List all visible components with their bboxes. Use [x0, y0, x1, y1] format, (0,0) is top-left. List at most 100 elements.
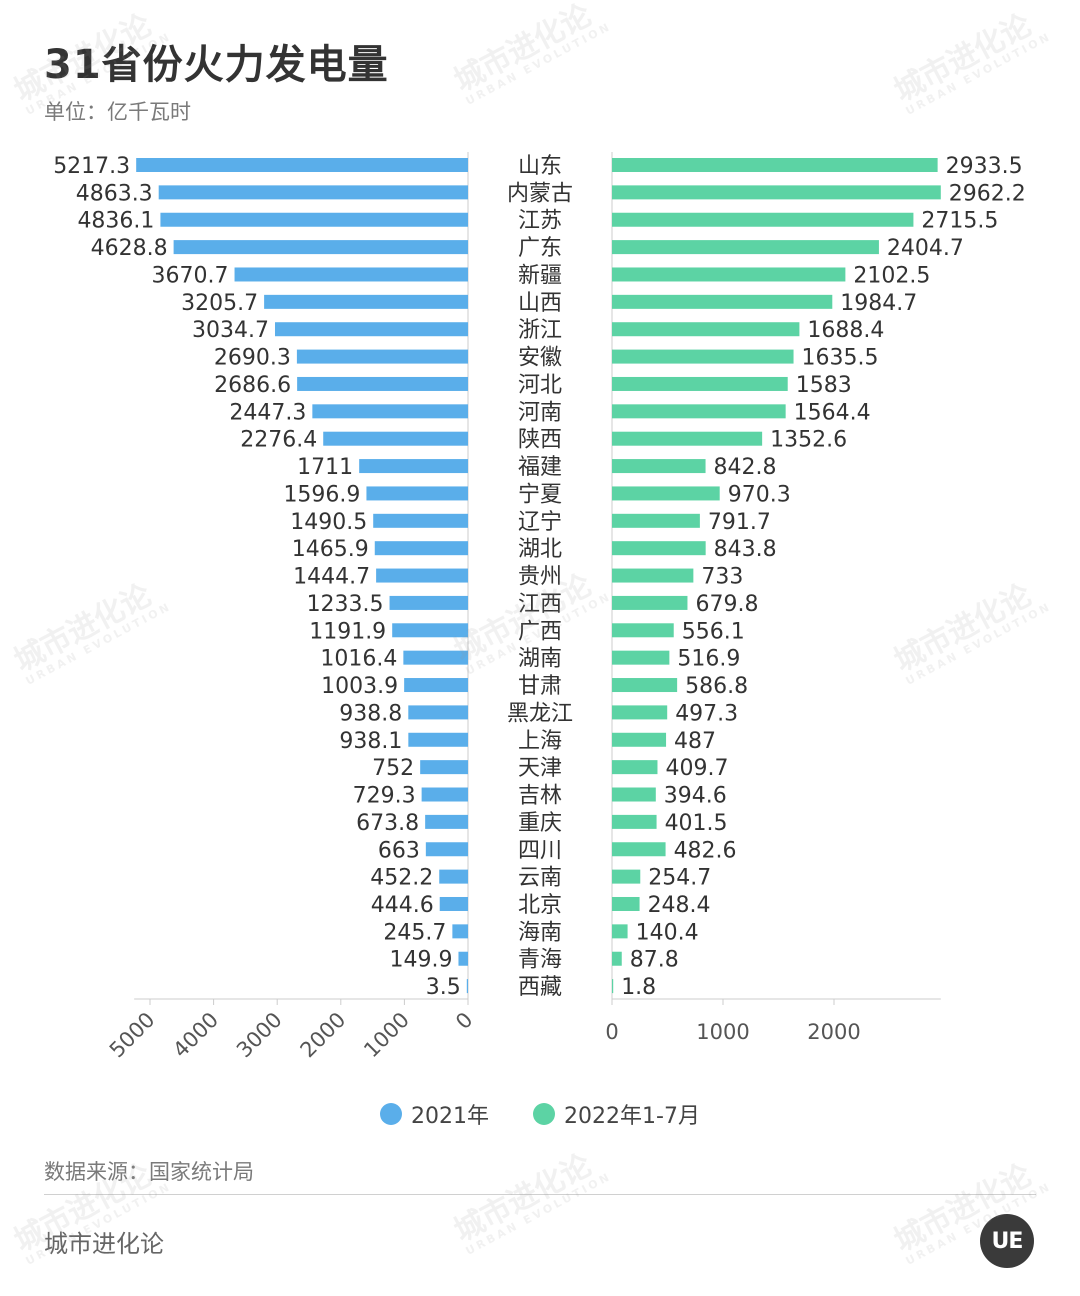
- category-label: 云南: [518, 866, 562, 891]
- data-label-2022: 401.5: [665, 811, 728, 836]
- data-label-2022: 1984.7: [840, 291, 917, 316]
- legend-item-2021[interactable]: 2021年: [380, 1098, 489, 1130]
- category-label: 陕西: [518, 428, 562, 453]
- category-label: 湖北: [518, 537, 562, 562]
- bar-2022: [612, 322, 800, 337]
- bar-2021: [439, 869, 468, 884]
- category-label: 重庆: [518, 811, 562, 836]
- left-axis-tick-label: 5000: [105, 1008, 160, 1063]
- data-label-2022: 843.8: [714, 537, 777, 562]
- bar-2022: [612, 623, 674, 638]
- data-label-2021: 752: [372, 756, 414, 781]
- category-label: 辽宁: [518, 510, 562, 535]
- category-label: 海南: [518, 920, 562, 945]
- data-label-2022: 516.9: [677, 647, 740, 672]
- data-label-2022: 791.7: [708, 510, 771, 535]
- data-label-2021: 3670.7: [152, 263, 229, 288]
- brand-logo: UE: [980, 1214, 1034, 1268]
- category-label: 安徽: [518, 346, 562, 371]
- watermark: 城市进化论 URBAN EVOLUTION: [448, 1147, 614, 1258]
- data-label-2021: 1003.9: [321, 674, 398, 699]
- bar-2022: [612, 924, 628, 939]
- bar-2021: [452, 924, 468, 939]
- left-axis-tick-label: 0: [451, 1008, 477, 1034]
- category-label: 河北: [518, 373, 562, 398]
- category-label: 浙江: [518, 318, 562, 343]
- data-label-2022: 679.8: [695, 592, 758, 617]
- legend-swatch-2022: [533, 1103, 556, 1125]
- data-label-2021: 673.8: [356, 811, 419, 836]
- category-label: 四川: [518, 838, 562, 863]
- data-label-2022: 2404.7: [887, 236, 964, 261]
- legend-swatch-2021: [380, 1103, 403, 1125]
- category-label: 广西: [518, 619, 562, 644]
- legend-label-2022: 2022年1-7月: [564, 1104, 700, 1129]
- data-label-2021: 3205.7: [181, 291, 258, 316]
- data-label-2021: 4628.8: [91, 236, 168, 261]
- data-label-2021: 938.8: [339, 701, 402, 726]
- category-label: 山西: [518, 291, 562, 316]
- bar-2022: [612, 979, 614, 994]
- data-label-2022: 248.4: [648, 893, 711, 918]
- data-label-2022: 2102.5: [853, 263, 930, 288]
- data-label-2022: 394.6: [664, 784, 727, 809]
- left-axis-tick-label: 4000: [168, 1008, 223, 1063]
- data-label-2022: 497.3: [675, 701, 738, 726]
- bar-2022: [612, 431, 763, 446]
- data-label-2022: 1635.5: [802, 346, 879, 371]
- category-label: 江西: [518, 592, 562, 617]
- bar-2021: [264, 294, 468, 309]
- bar-2022: [612, 896, 640, 911]
- data-label-2021: 5217.3: [53, 154, 130, 179]
- data-label-2021: 3.5: [426, 975, 461, 1000]
- bar-2021: [421, 787, 468, 802]
- brand-name: 城市进化论: [44, 1230, 164, 1258]
- data-label-2021: 1490.5: [290, 510, 367, 535]
- data-label-2022: 2715.5: [921, 209, 998, 234]
- data-label-2021: 452.2: [370, 866, 433, 891]
- bar-2021: [403, 650, 468, 665]
- left-axis-tick-label: 2000: [296, 1008, 351, 1063]
- chart-title: 31省份火力发电量: [44, 42, 389, 88]
- bar-2021: [136, 158, 468, 172]
- category-label: 吉林: [518, 784, 562, 809]
- data-label-2022: 1688.4: [807, 318, 884, 343]
- category-label: 新疆: [518, 263, 562, 288]
- footer-divider: [44, 1194, 1036, 1195]
- data-label-2022: 1.8: [621, 975, 656, 1000]
- bar-2022: [612, 240, 879, 255]
- legend-item-2022[interactable]: 2022年1-7月: [533, 1098, 700, 1130]
- bar-2022: [612, 595, 688, 610]
- category-label: 西藏: [518, 975, 562, 1000]
- bar-2021: [373, 513, 468, 528]
- data-label-2022: 2962.2: [949, 181, 1026, 206]
- left-axis-tick-label: 1000: [359, 1008, 414, 1063]
- bar-2021: [173, 240, 468, 255]
- category-label: 山东: [518, 154, 562, 179]
- bar-2022: [612, 158, 938, 172]
- bar-2022: [612, 459, 706, 474]
- category-label: 北京: [518, 893, 562, 918]
- bar-2021: [312, 404, 468, 419]
- bar-2022: [612, 513, 700, 528]
- bar-2022: [612, 951, 622, 966]
- data-label-2022: 586.8: [685, 674, 748, 699]
- right-axis-tick-label: 1000: [696, 1020, 749, 1044]
- data-label-2021: 2686.6: [214, 373, 291, 398]
- category-label: 黑龙江: [507, 701, 573, 726]
- bar-2021: [425, 814, 468, 829]
- bar-2021: [439, 896, 468, 911]
- data-label-2022: 409.7: [665, 756, 728, 781]
- unit-label: 单位：亿千瓦时: [44, 100, 191, 124]
- category-label: 江苏: [518, 209, 562, 234]
- data-label-2021: 938.1: [339, 729, 402, 754]
- data-label-2021: 245.7: [383, 920, 446, 945]
- bar-2022: [612, 678, 678, 693]
- category-label: 甘肃: [518, 674, 562, 699]
- category-label: 上海: [518, 729, 562, 754]
- data-label-2021: 1233.5: [307, 592, 384, 617]
- bar-2021: [359, 459, 468, 474]
- data-label-2021: 4863.3: [76, 181, 153, 206]
- bar-2021: [389, 595, 468, 610]
- data-label-2021: 1596.9: [283, 482, 360, 507]
